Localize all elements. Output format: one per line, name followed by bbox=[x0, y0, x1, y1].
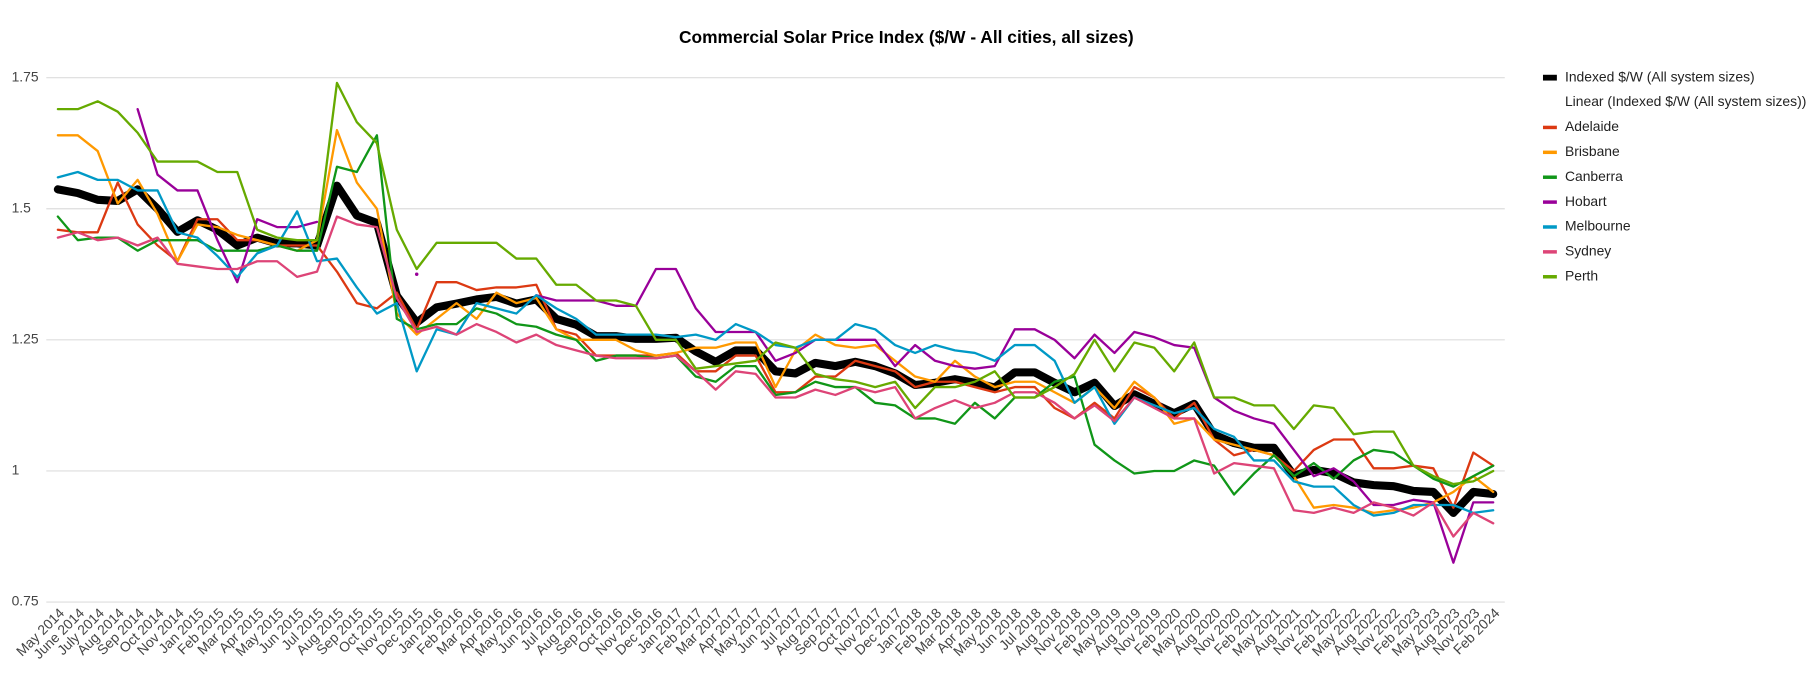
series-line bbox=[56, 215, 1495, 538]
legend-label: Sydney bbox=[1565, 243, 1611, 259]
series-line bbox=[56, 81, 1495, 486]
legend-label: Adelaide bbox=[1565, 118, 1619, 134]
series-line bbox=[53, 181, 1498, 517]
legend-label: Indexed $/W (All system sizes) bbox=[1565, 68, 1755, 84]
legend-label: Canberra bbox=[1565, 168, 1623, 184]
series-line bbox=[56, 134, 1495, 496]
y-tick-label: 1.75 bbox=[12, 68, 39, 84]
legend-label: Brisbane bbox=[1565, 143, 1620, 159]
legend-label: Hobart bbox=[1565, 193, 1607, 209]
series-point bbox=[414, 272, 419, 277]
series-line bbox=[56, 170, 1495, 517]
legend-label: Melbourne bbox=[1565, 218, 1631, 234]
legend-label: Linear (Indexed $/W (All system sizes)) bbox=[1565, 93, 1806, 109]
chart-title: Commercial Solar Price Index ($/W - All … bbox=[679, 27, 1134, 47]
y-tick-label: 1.25 bbox=[12, 331, 39, 347]
y-tick-label: 0.75 bbox=[12, 593, 39, 609]
legend-label: Perth bbox=[1565, 267, 1598, 283]
y-tick-label: 1 bbox=[12, 462, 20, 478]
y-tick-label: 1.5 bbox=[12, 199, 32, 215]
